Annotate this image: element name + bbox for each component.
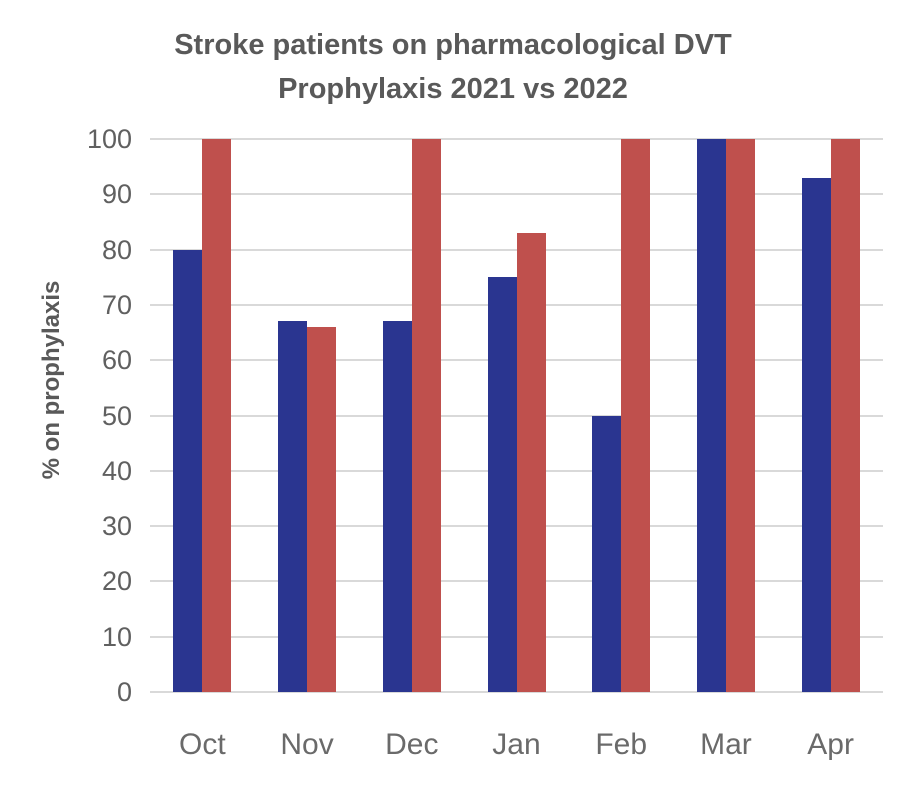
y-tick-label: 40 xyxy=(101,455,132,486)
x-axis-label-apr: Apr xyxy=(807,728,854,761)
bar-2021-mar xyxy=(696,139,726,692)
y-tick-label: 70 xyxy=(101,289,132,320)
y-tick-label: 50 xyxy=(101,400,132,431)
x-axis-label-nov: Nov xyxy=(280,728,334,761)
bar-2021-jan xyxy=(487,277,517,692)
y-tick-label: 20 xyxy=(101,566,132,597)
y-tick-label: 10 xyxy=(101,621,132,652)
gridline xyxy=(150,138,883,140)
x-axis-label-oct: Oct xyxy=(179,728,226,761)
x-axis-line xyxy=(150,691,883,693)
y-tick-label: 80 xyxy=(101,234,132,265)
gridline xyxy=(150,193,883,196)
bar-2022-jan xyxy=(516,233,546,692)
y-tick-label: 0 xyxy=(116,677,132,707)
bar-2022-apr xyxy=(830,139,860,692)
x-axis-label-dec: Dec xyxy=(385,728,439,761)
plot-area xyxy=(150,138,883,693)
bar-2021-feb xyxy=(592,415,622,692)
bar-2022-nov xyxy=(307,327,337,692)
y-tick-label: 100 xyxy=(86,124,132,154)
x-axis-label-feb: Feb xyxy=(595,728,648,761)
bar-2022-mar xyxy=(725,139,755,692)
y-tick-label: 90 xyxy=(101,179,132,210)
bar-2022-dec xyxy=(411,139,441,692)
chart-title: Stroke patients on pharmacological DVT P… xyxy=(174,29,732,105)
bar-2022-oct xyxy=(202,139,232,692)
y-tick-label: 60 xyxy=(101,345,132,376)
y-tick-label: 30 xyxy=(101,511,132,542)
bar-2021-nov xyxy=(278,321,308,692)
x-axis-label-mar: Mar xyxy=(700,728,752,761)
bar-2021-dec xyxy=(382,321,412,692)
bar-2022-feb xyxy=(621,139,651,692)
bar-2021-oct xyxy=(173,249,203,692)
bar-2021-apr xyxy=(801,177,831,692)
x-axis-label-jan: Jan xyxy=(492,728,541,761)
